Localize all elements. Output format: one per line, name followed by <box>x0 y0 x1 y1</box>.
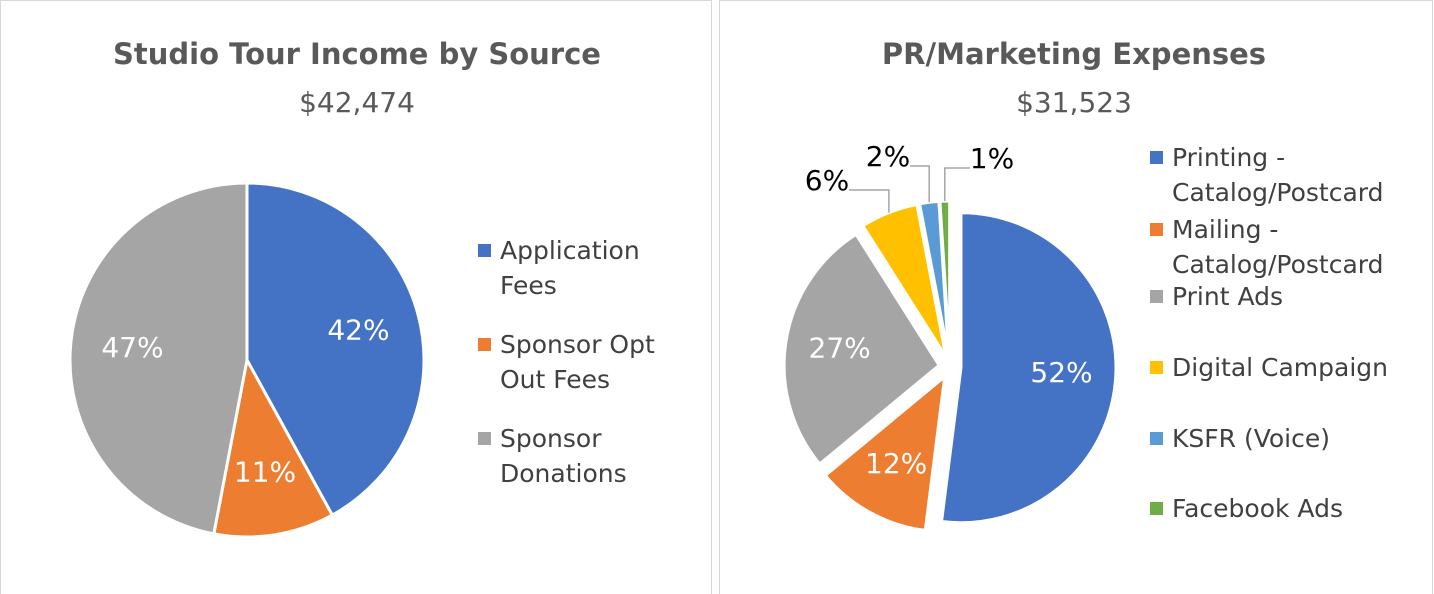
panel <box>0 0 712 594</box>
data-label: 27% <box>809 332 871 365</box>
legend-label: Printing - Catalog/Postcard <box>1172 143 1384 207</box>
chart-title: Studio Tour Income by Source <box>113 37 601 71</box>
data-label: 47% <box>101 331 163 364</box>
chart-subtitle: $42,474 <box>299 86 415 119</box>
legend-item: Sponsor Donations <box>478 421 663 491</box>
data-label: 6% <box>805 164 849 197</box>
data-label: 2% <box>866 140 910 173</box>
legend-label: Facebook Ads <box>1172 494 1343 523</box>
legend-swatch <box>478 244 491 257</box>
legend-item: Application Fees <box>478 233 663 303</box>
pie-slice <box>68 181 249 536</box>
pie-slice <box>245 181 426 518</box>
legend-item: Facebook Ads <box>1150 491 1410 526</box>
legend-label: Digital Campaign <box>1172 353 1389 382</box>
legend-label: Sponsor Opt Out Fees <box>500 330 655 394</box>
legend-label: Mailing - Catalog/Postcard <box>1172 215 1384 279</box>
legend-swatch <box>1150 361 1163 374</box>
legend-item: Print Ads <box>1150 279 1410 314</box>
data-label: 1% <box>970 142 1014 175</box>
legend-label: KSFR (Voice) <box>1172 424 1330 453</box>
data-label: 42% <box>327 313 389 346</box>
legend-swatch <box>1150 432 1163 445</box>
data-label: 12% <box>865 447 927 480</box>
legend-label: Application Fees <box>500 236 640 300</box>
legend-swatch <box>1150 502 1163 515</box>
pie-slice <box>782 232 942 467</box>
panel <box>719 0 1433 594</box>
data-label: 11% <box>234 456 296 489</box>
legend-swatch <box>478 338 491 351</box>
legend-item: Printing - Catalog/Postcard <box>1150 140 1410 210</box>
leader-line <box>910 165 930 203</box>
legend-item: KSFR (Voice) <box>1150 421 1410 456</box>
legend-swatch <box>1150 151 1163 164</box>
legend-label: Sponsor Donations <box>500 424 627 488</box>
pie-slice <box>860 202 948 358</box>
legend-swatch <box>1150 223 1163 236</box>
chart-title: PR/Marketing Expenses <box>882 37 1266 71</box>
chart-subtitle: $31,523 <box>1016 86 1132 119</box>
leader-line <box>849 189 890 213</box>
pie-slice <box>212 355 335 539</box>
data-label: 52% <box>1030 356 1092 389</box>
pie-slice <box>823 373 947 533</box>
leader-line <box>944 167 970 202</box>
legend-swatch <box>478 432 491 445</box>
legend-item: Digital Campaign <box>1150 350 1410 385</box>
legend-swatch <box>1150 290 1163 303</box>
legend-item: Sponsor Opt Out Fees <box>478 327 663 397</box>
pie-slice <box>939 211 1118 525</box>
legend-label: Print Ads <box>1172 282 1284 311</box>
legend-item: Mailing - Catalog/Postcard <box>1150 212 1410 282</box>
